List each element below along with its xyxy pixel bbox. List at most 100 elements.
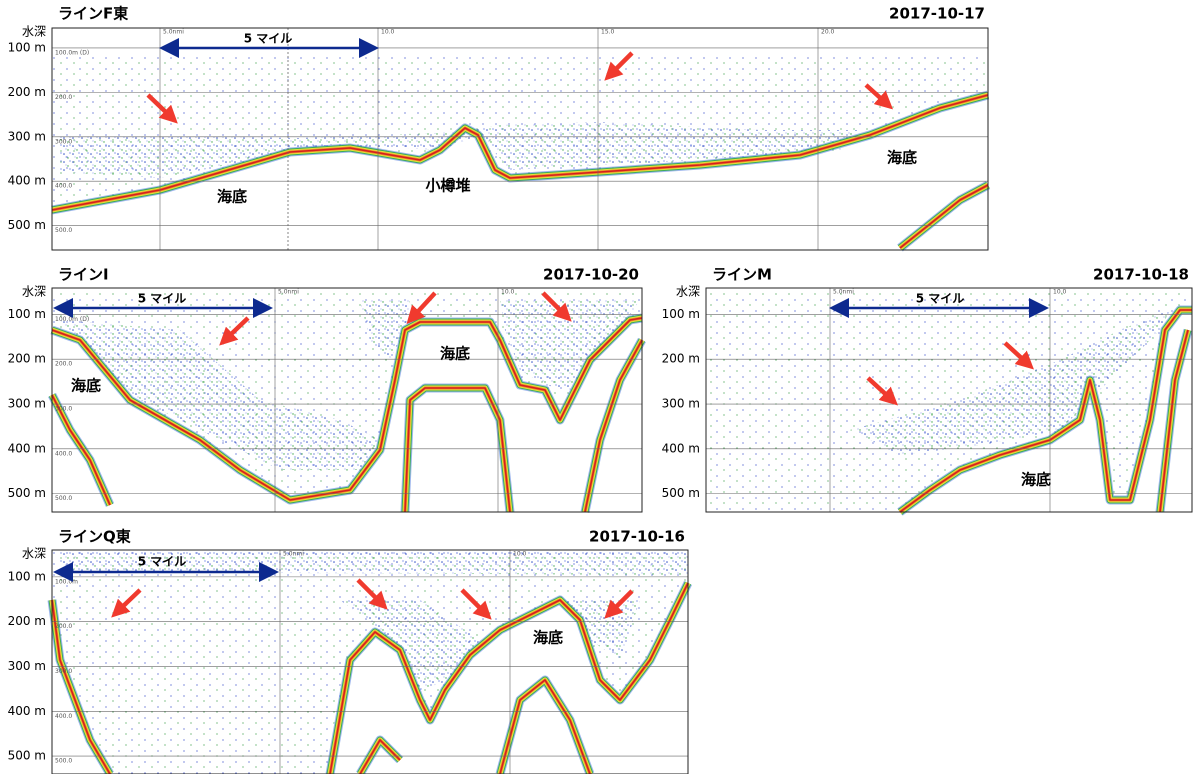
panel-title: ラインI [58, 266, 109, 284]
depth-tick-label: 300 m [8, 659, 46, 673]
echo-layer [360, 300, 410, 360]
depth-axis-label: 水深 [22, 285, 46, 299]
seabed-annotation: 小樽堆 [425, 177, 470, 195]
depth-mark: 200.0 [55, 623, 72, 630]
depth-mark: 300.0 [55, 406, 72, 413]
depth-mark: 400.0 [55, 713, 72, 720]
panel-date: 2017-10-20 [543, 266, 639, 284]
echogram-panel: 100 m 100.0m 200 m 200.0 300 m 300.0 400 m 400.… [8, 528, 693, 774]
fish-school-arrow [406, 291, 437, 324]
depth-axis-label: 水深 [22, 25, 46, 39]
panel-date: 2017-10-17 [889, 5, 985, 23]
distance-mark: 20.0 [821, 29, 835, 36]
depth-mark: 400.0 [55, 450, 72, 457]
depth-tick-label: 100 m [8, 307, 46, 321]
seabed-annotation: 海底 [440, 345, 470, 363]
fish-school-arrow [864, 83, 894, 110]
seabed-annotation: 海底 [533, 629, 563, 647]
seabed-annotation: 海底 [1021, 471, 1051, 489]
depth-mark: 300.0 [55, 668, 72, 675]
plot-frame [51, 27, 989, 251]
depth-mark: 100.0m (D) [55, 316, 89, 323]
scale-label: 5 マイル [244, 32, 293, 46]
depth-tick-label: 300 m [8, 129, 46, 143]
seabed-echo [499, 679, 591, 774]
panel-title: ラインM [712, 266, 772, 284]
distance-mark: 5.0nmi [278, 289, 299, 296]
depth-tick-label: 400 m [8, 174, 46, 188]
depth-mark: 200.0 [55, 94, 72, 101]
depth-tick-label: 200 m [662, 352, 700, 366]
seabed-annotation: 海底 [71, 377, 101, 395]
fish-school-arrow [604, 51, 634, 81]
panel-date: 2017-10-18 [1093, 266, 1189, 284]
seabed-echo [404, 387, 511, 513]
echo-scatter [52, 552, 688, 774]
scale-label: 5 マイル [138, 292, 187, 306]
depth-mark: 400.0 [55, 183, 72, 190]
depth-mark: 100.0m (D) [55, 49, 89, 56]
depth-mark: 500.0 [55, 758, 72, 765]
echo-layer [340, 600, 480, 690]
distance-mark: 10.0 [381, 29, 395, 36]
depth-axis-label: 水深 [22, 547, 46, 561]
echo-scatter [706, 290, 1192, 512]
depth-mark: 200.0 [55, 361, 72, 368]
depth-tick-label: 100 m [8, 40, 46, 54]
depth-tick-label: 400 m [662, 441, 700, 455]
distance-mark: 15.0 [601, 29, 615, 36]
fish-school-arrow [1003, 341, 1034, 370]
depth-mark: 500.0 [55, 495, 72, 502]
depth-tick-label: 200 m [8, 85, 46, 99]
fish-school-arrow [604, 589, 634, 619]
depth-mark: 100.0m [55, 578, 78, 585]
depth-tick-label: 200 m [8, 614, 46, 628]
scale-label: 5 マイル [916, 292, 965, 306]
seabed-echo [51, 394, 111, 506]
echo-layer [500, 300, 640, 390]
seabed-echo [51, 599, 111, 774]
fish-school-arrow [111, 588, 142, 618]
fish-school-arrow [866, 376, 898, 406]
fish-school-arrow [541, 291, 572, 322]
panel-title: ラインF東 [58, 5, 128, 23]
depth-tick-label: 300 m [8, 397, 46, 411]
seabed-echo [899, 309, 1192, 513]
plot-frame [51, 287, 643, 513]
fish-school-arrow [219, 316, 250, 346]
depth-mark: 300.0 [55, 138, 72, 145]
echogram-panel: 100 m 100.0m (D) 200 m 200.0 300 m 300.0 400 m… [8, 266, 646, 513]
echo-layer [850, 310, 1170, 455]
depth-tick-label: 400 m [8, 704, 46, 718]
depth-tick-label: 500 m [8, 749, 46, 763]
depth-tick-label: 500 m [8, 486, 46, 500]
seabed-echo [51, 94, 989, 211]
distance-mark: 5.0nmi [163, 29, 184, 36]
fish-school-arrow [146, 93, 178, 124]
seabed-echo [359, 739, 401, 774]
distance-mark: 10.0 [501, 289, 515, 296]
fish-school-arrow [356, 578, 388, 610]
distance-mark: 5.0nmi [283, 551, 304, 558]
plot-frame [705, 287, 1193, 513]
depth-tick-label: 200 m [8, 352, 46, 366]
distance-mark: 5.0nmi [833, 289, 854, 296]
depth-tick-label: 500 m [8, 218, 46, 232]
seabed-echo [584, 339, 643, 513]
echogram-panel: 100 m 200 m 300 m 400 m 500 m 5.0nmi 10.0 ラインM 2… [662, 266, 1193, 516]
depth-tick-label: 100 m [8, 569, 46, 583]
distance-mark: 10.0 [513, 551, 527, 558]
panel-date: 2017-10-16 [589, 528, 685, 546]
echo-layer [60, 320, 380, 470]
depth-tick-label: 500 m [662, 486, 700, 500]
echo-scatter [52, 290, 642, 500]
panel-title: ラインQ東 [58, 528, 131, 546]
depth-tick-label: 400 m [8, 441, 46, 455]
scale-label: 5 マイル [138, 555, 187, 569]
seabed-echo [329, 582, 689, 774]
fish-school-arrow [460, 588, 492, 620]
seabed-annotation: 海底 [887, 149, 917, 167]
seabed-annotation: 海底 [217, 188, 247, 206]
plot-frame [51, 549, 689, 774]
